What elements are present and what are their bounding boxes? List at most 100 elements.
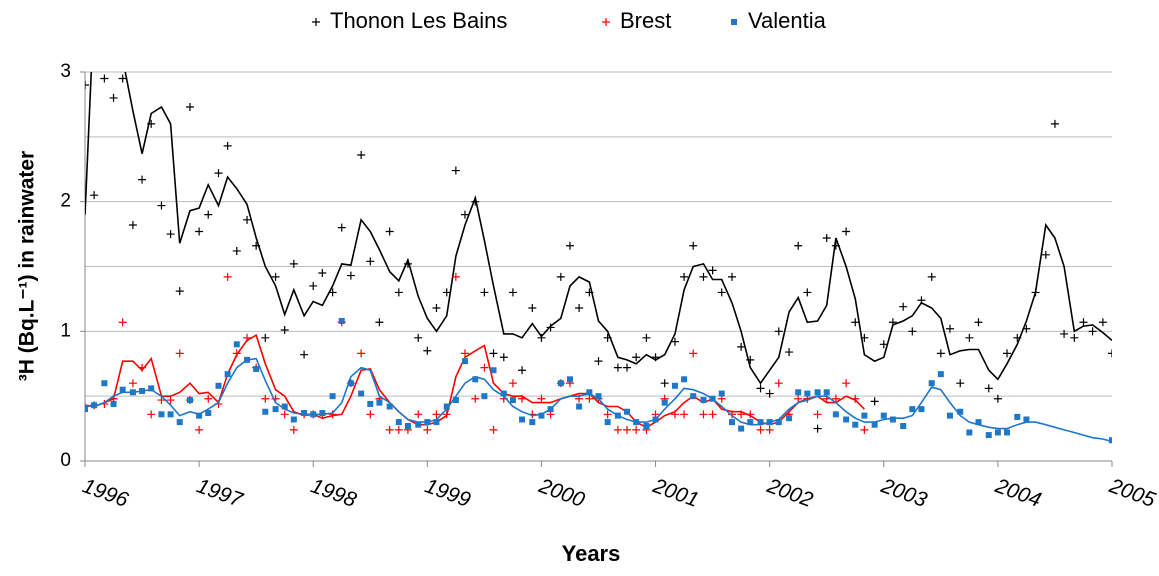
marker <box>1041 250 1050 259</box>
marker <box>900 422 907 429</box>
marker <box>100 74 109 83</box>
marker <box>357 349 366 358</box>
marker <box>661 399 668 406</box>
marker <box>147 410 156 419</box>
marker <box>223 141 232 150</box>
marker <box>300 350 309 359</box>
marker <box>603 333 612 342</box>
marker <box>852 421 859 428</box>
marker <box>423 425 432 434</box>
legend-label: Thonon Les Bains <box>330 8 507 33</box>
marker <box>1022 324 1031 333</box>
marker <box>261 394 270 403</box>
marker <box>613 363 622 372</box>
marker <box>614 412 621 419</box>
marker <box>861 412 868 419</box>
trend-line <box>85 72 1112 385</box>
marker <box>480 288 489 297</box>
x-tick-label: 1999 <box>422 474 474 512</box>
marker <box>624 408 631 415</box>
marker <box>519 416 526 423</box>
marker <box>529 419 536 426</box>
marker <box>452 397 459 404</box>
marker <box>244 356 251 363</box>
marker <box>699 272 708 281</box>
marker <box>823 389 830 396</box>
marker <box>509 397 516 404</box>
marker <box>423 346 432 355</box>
marker <box>642 333 651 342</box>
marker <box>281 403 288 410</box>
marker <box>1088 327 1097 336</box>
marker <box>471 394 480 403</box>
marker <box>813 410 822 419</box>
marker <box>842 379 851 388</box>
marker <box>1014 413 1021 420</box>
marker <box>185 103 194 112</box>
marker <box>843 416 850 423</box>
marker <box>899 302 908 311</box>
marker <box>346 271 355 280</box>
y-axis-label: ³H (Bq.L⁻¹) in rainwater <box>16 151 39 381</box>
marker <box>262 408 269 415</box>
marker <box>575 303 584 312</box>
marker <box>747 419 754 426</box>
marker <box>166 230 175 239</box>
marker <box>975 419 982 426</box>
marker <box>804 390 811 397</box>
marker <box>442 410 451 419</box>
marker <box>139 387 146 394</box>
x-tick-label: 2003 <box>877 474 930 512</box>
marker <box>936 349 945 358</box>
marker <box>461 358 468 365</box>
marker <box>643 422 650 429</box>
marker <box>908 327 917 336</box>
marker <box>831 241 840 250</box>
marker <box>831 394 840 403</box>
marker <box>85 80 89 89</box>
marker <box>166 396 175 405</box>
marker <box>670 337 679 346</box>
marker <box>157 201 166 210</box>
marker <box>118 74 127 83</box>
marker <box>681 376 688 383</box>
marker <box>432 303 441 312</box>
marker <box>690 393 697 400</box>
marker <box>328 410 337 419</box>
marker <box>309 281 318 290</box>
marker <box>386 403 393 410</box>
marker <box>205 410 212 417</box>
marker <box>128 379 137 388</box>
marker <box>167 411 174 418</box>
marker <box>765 389 774 398</box>
marker <box>717 288 726 297</box>
marker <box>880 412 887 419</box>
marker <box>366 410 375 419</box>
marker <box>424 419 431 426</box>
x-axis-label: Years <box>562 541 621 566</box>
x-tick-label: 2001 <box>649 474 702 512</box>
marker <box>774 379 783 388</box>
marker <box>110 400 117 407</box>
marker <box>480 363 489 372</box>
y-tick-label: 3 <box>60 61 71 82</box>
marker <box>233 341 240 348</box>
marker <box>794 241 803 250</box>
marker <box>481 393 488 400</box>
marker <box>842 227 851 236</box>
marker <box>85 406 88 413</box>
marker <box>224 371 231 378</box>
legend-label: Valentia <box>748 8 827 33</box>
marker <box>860 425 869 434</box>
marker <box>90 191 99 200</box>
marker <box>794 394 803 403</box>
marker <box>909 406 916 413</box>
marker <box>403 259 412 268</box>
marker <box>918 406 925 413</box>
marker <box>957 408 964 415</box>
marker <box>803 288 812 297</box>
marker <box>595 393 602 400</box>
marker <box>680 272 689 281</box>
marker <box>871 421 878 428</box>
marker <box>232 349 241 358</box>
